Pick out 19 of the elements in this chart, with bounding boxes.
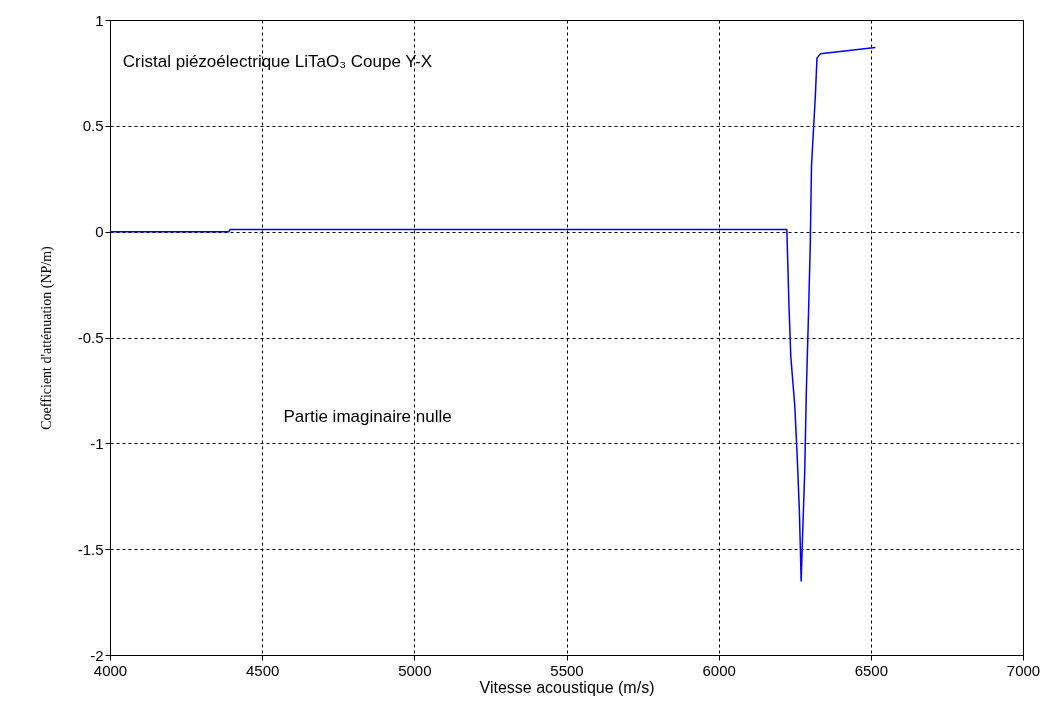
line-series [109,46,877,582]
y-tick-label: -1 [90,434,104,452]
y-tick-label: 0.5 [82,117,104,135]
x-tick-label: 4500 [245,661,280,679]
x-tick-label: 6500 [854,661,889,679]
y-axis-title: Coefficient d'atténuation (NP/m) [38,245,55,430]
x-tick-label: 7000 [1006,661,1041,679]
x-tick-label: 6000 [702,661,736,679]
annotation: Partie imaginaire nulle [283,406,452,426]
x-tick-label: 5000 [398,661,432,679]
x-tick-label: 5500 [550,661,584,679]
y-tick-label: -0.5 [77,329,104,346]
x-axis-title: Vitesse acoustique (m/s) [479,678,655,696]
annotation: Cristal piézoélectrique LiTaO₃ Coupe Y-X [122,51,433,71]
y-tick-label: 0 [95,223,104,241]
y-tick-label: -1.5 [77,540,104,558]
y-tick-label: 1 [95,11,104,29]
x-tick-label: 4000 [93,661,128,679]
y-tick-label: -2 [90,646,104,664]
